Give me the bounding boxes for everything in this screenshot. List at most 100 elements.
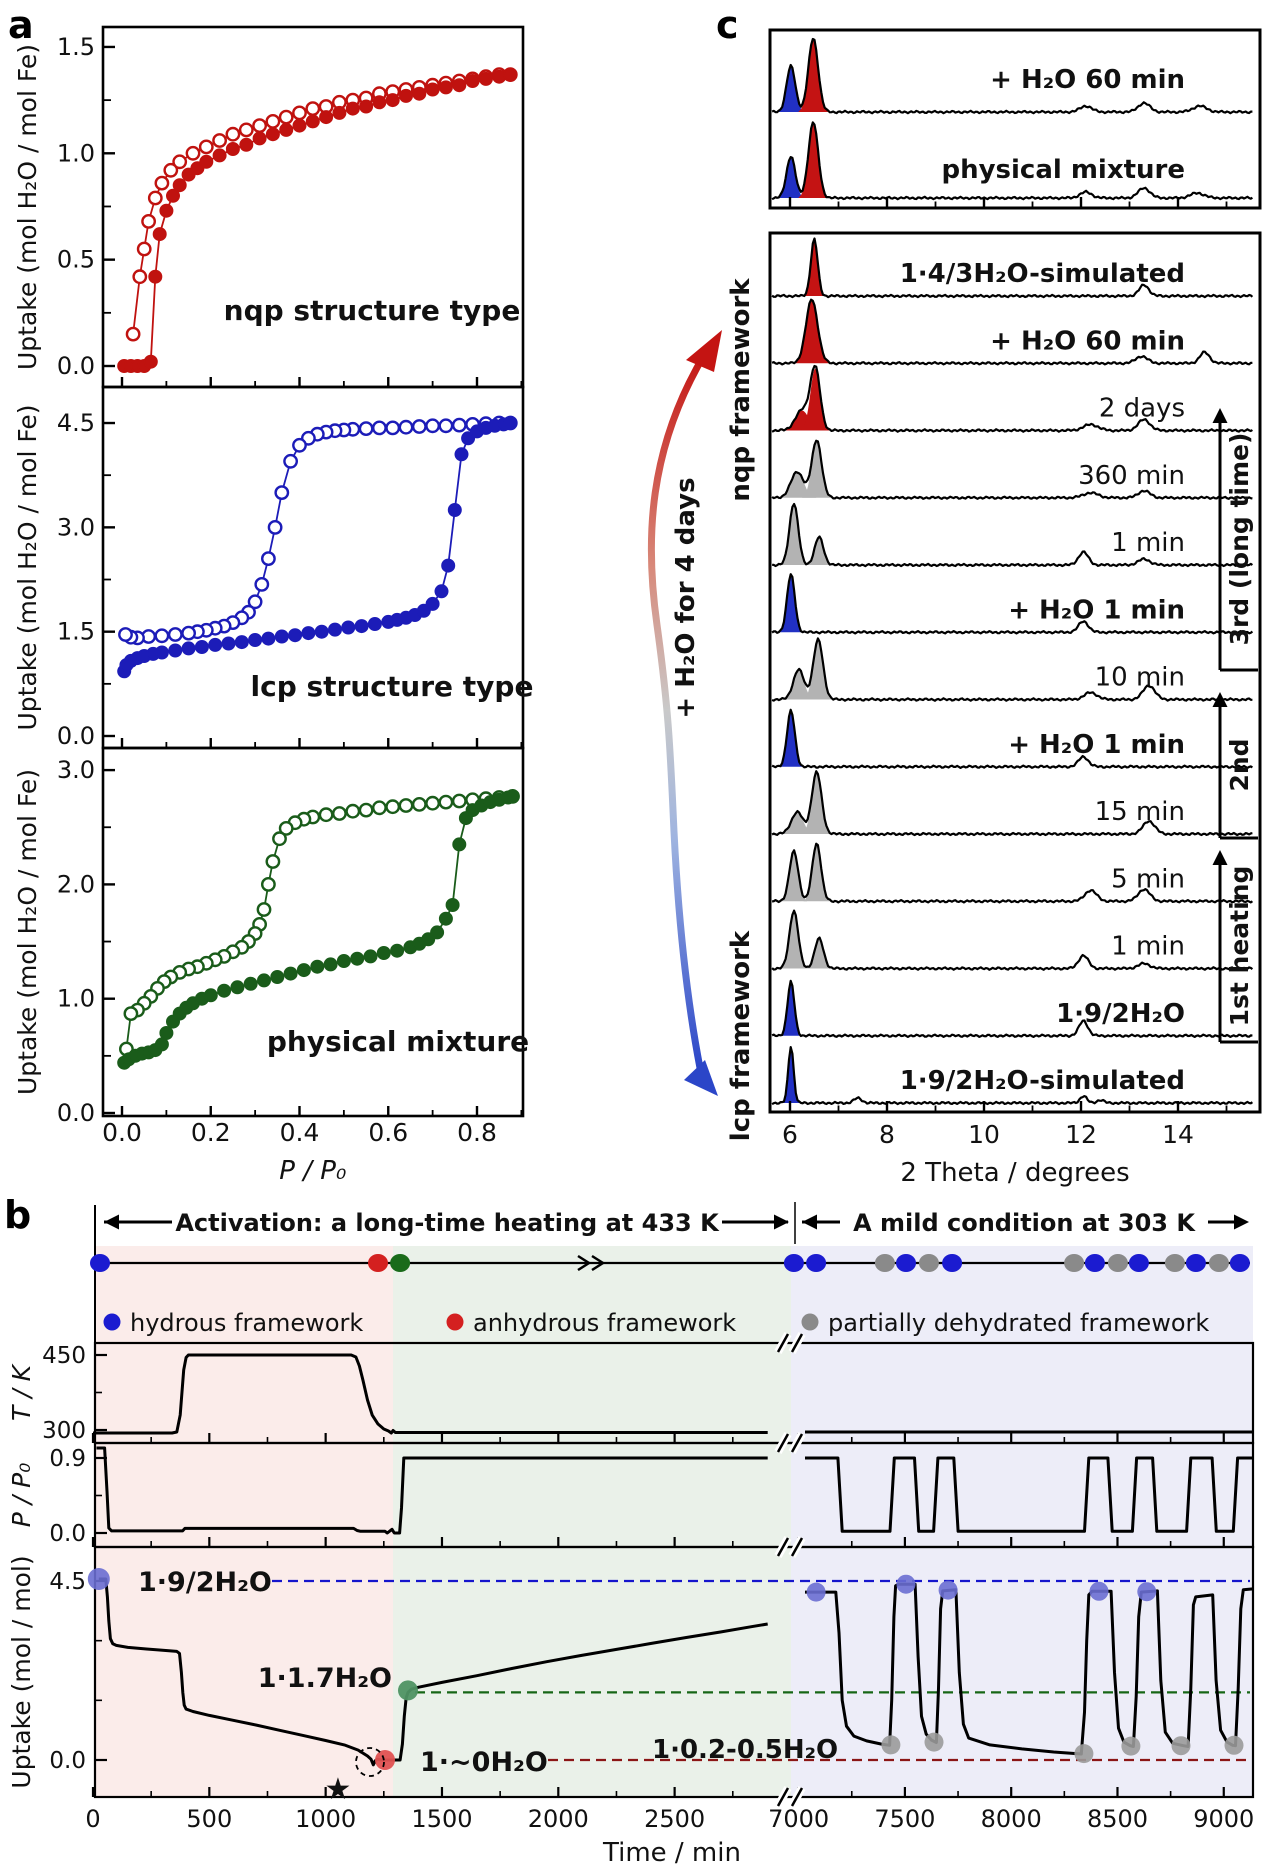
hydrous-marker xyxy=(938,1580,958,1600)
svg-text:0.0: 0.0 xyxy=(49,1748,86,1774)
timeline-dot-blue xyxy=(1185,1254,1206,1272)
panel-b-chart: Activation: a long-time heating at 433 K… xyxy=(0,1190,1269,1869)
svg-text:0.0: 0.0 xyxy=(102,1118,142,1147)
hydrous-marker xyxy=(896,1574,916,1594)
label-0-h2o: 1·~0H₂O xyxy=(420,1747,548,1778)
arrow-head-lcp-icon xyxy=(684,1060,718,1096)
series-U_left xyxy=(98,1577,768,1767)
partial-marker xyxy=(1074,1744,1094,1764)
isotherm-plots: 0.0 0.5 1.0 1.5 nqp structure type Uptake (mo… xyxy=(13,25,534,1186)
timeline-dot-gray xyxy=(1064,1254,1085,1272)
timeline-dot-green xyxy=(390,1254,411,1272)
partial-marker xyxy=(1171,1736,1191,1756)
series-P_left xyxy=(96,1446,768,1535)
panel-a-chart: 0.0 0.5 1.0 1.5 nqp structure type Uptake (mo… xyxy=(0,0,560,1190)
svg-text:10 min: 10 min xyxy=(1095,663,1185,693)
svg-text:0.9: 0.9 xyxy=(49,1446,86,1472)
panel-a-letter: a xyxy=(8,3,34,47)
svg-text:1.5: 1.5 xyxy=(57,33,95,61)
svg-text:8: 8 xyxy=(879,1120,895,1149)
legend-label: hydrous framework xyxy=(130,1309,363,1337)
timeline-dot-gray xyxy=(1208,1254,1229,1272)
label-1-7-h2o: 1·1.7H₂O xyxy=(258,1663,392,1694)
partial-marker xyxy=(924,1732,944,1752)
header-mild: A mild condition at 303 K xyxy=(853,1209,1196,1237)
timeline-dot-red xyxy=(368,1254,388,1272)
svg-text:8000: 8000 xyxy=(981,1805,1042,1833)
timeline-dot-gray xyxy=(874,1254,895,1272)
timeline-dot-blue xyxy=(1128,1254,1149,1272)
svg-text:0.6: 0.6 xyxy=(368,1118,408,1147)
svg-text:1000: 1000 xyxy=(295,1805,356,1833)
svg-text:1500: 1500 xyxy=(411,1805,472,1833)
hydrous-marker xyxy=(87,1568,110,1590)
svg-text:9000: 9000 xyxy=(1193,1805,1254,1833)
xrd-top-box xyxy=(768,28,1262,210)
svg-text:1·9/2H₂O-simulated: 1·9/2H₂O-simulated xyxy=(900,1066,1185,1096)
svg-text:15 min: 15 min xyxy=(1095,797,1185,827)
svg-text:1.5: 1.5 xyxy=(57,618,95,646)
timeline-dot-blue xyxy=(783,1254,804,1272)
svg-text:6: 6 xyxy=(782,1120,798,1149)
series-U_right xyxy=(805,1582,1254,1756)
svg-text:Uptake (mol H₂O / mol Fe): Uptake (mol H₂O / mol Fe) xyxy=(13,769,42,1095)
isotherm-subplot-1: 0.0 1.5 3.0 4.5 lcp structure type Uptake (mo… xyxy=(13,385,534,750)
panel-c-chart: + H₂O 60 min physical mixture 1·4/3H₂O-sim… xyxy=(560,0,1269,1190)
legend-dot-blue xyxy=(103,1313,121,1331)
xrd-plots: + H₂O 60 min physical mixture 1·4/3H₂O-sim… xyxy=(647,28,1262,1188)
svg-text:P / P₀: P / P₀ xyxy=(279,1156,347,1186)
transformation-arrow xyxy=(647,350,709,1069)
timeline-dot-blue xyxy=(896,1254,916,1272)
timeline-dot-gray xyxy=(918,1254,939,1272)
condition-region xyxy=(393,1246,791,1797)
svg-text:2.0: 2.0 xyxy=(57,870,95,898)
hydrous-marker xyxy=(1089,1581,1109,1601)
svg-text:1 min: 1 min xyxy=(1111,528,1185,558)
svg-text:7500: 7500 xyxy=(874,1805,935,1833)
svg-text:2 Theta / degrees: 2 Theta / degrees xyxy=(900,1158,1129,1188)
svg-text:0.0: 0.0 xyxy=(57,722,95,750)
isotherm-subplot-0: 0.0 0.5 1.0 1.5 nqp structure type Uptake (mo… xyxy=(13,25,525,389)
timeline-dot-blue xyxy=(90,1254,110,1272)
svg-text:5 min: 5 min xyxy=(1111,864,1185,894)
isotherm-subplot-2: 0.0 1.0 2.0 3.0 physical mixture Uptake (mol … xyxy=(13,746,529,1127)
arrow-head-nqp-icon xyxy=(686,330,722,372)
svg-text:Uptake (mol H₂O / mol Fe): Uptake (mol H₂O / mol Fe) xyxy=(13,44,42,370)
svg-text:physical mixture: physical mixture xyxy=(941,155,1185,185)
condition-region xyxy=(791,1246,1253,1797)
svg-text:2nd: 2nd xyxy=(1225,738,1254,791)
svg-text:2 days: 2 days xyxy=(1099,394,1185,424)
svg-text:T / K: T / K xyxy=(7,1362,36,1421)
timeline-dot-gray xyxy=(1164,1254,1185,1272)
xrd-main-box xyxy=(768,231,1262,1114)
anhydrous-marker xyxy=(375,1750,395,1770)
svg-text:14: 14 xyxy=(1162,1120,1194,1149)
timeline-dot-blue xyxy=(942,1254,963,1272)
svg-text:8500: 8500 xyxy=(1087,1805,1148,1833)
svg-text:0: 0 xyxy=(85,1805,100,1833)
svg-text:3.0: 3.0 xyxy=(57,756,95,784)
timeline-dot-blue xyxy=(806,1254,827,1272)
svg-text:2000: 2000 xyxy=(528,1805,589,1833)
hydrous-marker xyxy=(1137,1582,1157,1602)
series-T_left xyxy=(93,1353,768,1435)
svg-text:nqp structure type: nqp structure type xyxy=(224,294,521,327)
partial-marker xyxy=(881,1735,901,1755)
legend-dot-gray xyxy=(801,1313,819,1331)
svg-text:2500: 2500 xyxy=(644,1805,705,1833)
svg-text:P / P₀: P / P₀ xyxy=(7,1463,36,1528)
time-series-plots: Activation: a long-time heating at 433 K… xyxy=(7,1202,1254,1868)
chevron-icon xyxy=(591,1254,606,1272)
svg-text:Uptake (mol / mol): Uptake (mol / mol) xyxy=(7,1555,36,1788)
svg-text:+ H₂O 60 min: + H₂O 60 min xyxy=(990,65,1185,95)
label-9-2-h2o: 1·9/2H₂O xyxy=(138,1567,272,1598)
framework-label-2: lcp framework xyxy=(726,930,756,1141)
svg-text:lcp structure type: lcp structure type xyxy=(251,670,534,703)
svg-text:4.5: 4.5 xyxy=(49,1569,86,1595)
legend-dot-red xyxy=(446,1313,464,1331)
series-P_right xyxy=(805,1456,1253,1533)
svg-text:0.2: 0.2 xyxy=(191,1118,231,1147)
star-icon: ★ xyxy=(325,1772,352,1807)
svg-text:physical mixture: physical mixture xyxy=(267,1025,529,1058)
